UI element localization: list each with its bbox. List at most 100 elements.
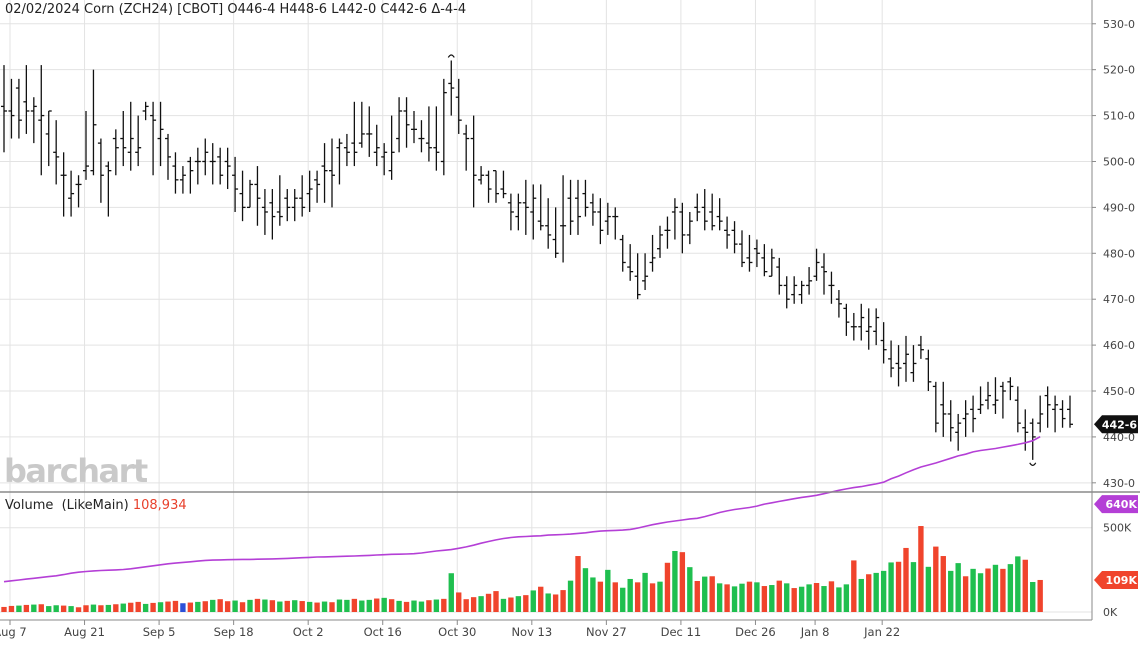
volume-bar [642, 572, 648, 612]
volume-bar [791, 588, 797, 612]
last-volume-tag-label: 109K [1106, 574, 1138, 587]
ohlc-bar [366, 106, 373, 157]
ohlc-bar [224, 147, 231, 190]
ohlc-bar [254, 166, 261, 226]
volume-bar [135, 601, 141, 612]
volume-bar [1000, 568, 1006, 612]
ohlc-bar [1052, 395, 1059, 433]
ohlc-bar [552, 207, 559, 258]
volume-bar [925, 566, 932, 612]
volume-bar [269, 600, 276, 612]
ohlc-bar [716, 198, 723, 231]
volume-bar [724, 584, 730, 612]
ohlc-bar [522, 179, 529, 235]
x-axis: Aug 7 Aug 21 Sep 5 Sep 18 Oct 2 Oct 16 Oct 30 N… [0, 620, 900, 639]
ohlc-bar [582, 179, 589, 217]
last-volume-tag-shape [1094, 570, 1138, 589]
ohlc-bar [679, 202, 686, 254]
ohlc-bar [1022, 409, 1029, 451]
volume-bar [374, 598, 380, 612]
ohlc-bar [381, 143, 388, 176]
volume-bar [843, 584, 850, 612]
price-tick-label: 520-0 [1103, 64, 1135, 77]
ohlc-bar [485, 170, 492, 203]
volume-bar [851, 560, 857, 612]
chart-header: 02/02/2024 Corn (ZCH24) [CBOT] O446-4 H4… [5, 2, 467, 17]
volume-bar [530, 590, 536, 612]
high-marker [447, 54, 455, 58]
ohlc-bar [30, 97, 37, 144]
volume-bar [948, 570, 954, 612]
ohlc-bar [388, 115, 395, 180]
volume-bar [679, 552, 686, 612]
volume-bar [254, 598, 261, 612]
ohlc-bar [493, 170, 499, 203]
volume-tick-label: 0K [1103, 606, 1118, 619]
ohlc-bar [530, 184, 537, 240]
volume-bar [575, 556, 581, 612]
volume-header-label: Volume (LikeMain) [5, 498, 129, 513]
ohlc-bar [880, 322, 887, 364]
ohlc-bar [396, 97, 403, 153]
volume-bar [292, 600, 298, 612]
x-tick-label: Sep 18 [214, 625, 254, 639]
volume-bar [53, 605, 59, 612]
ohlc-bar [329, 138, 335, 208]
volume-bar [277, 601, 283, 612]
volume-bar [806, 584, 812, 612]
volume-bar [388, 599, 395, 612]
ohlc-bar [776, 257, 783, 295]
volume-bar [754, 582, 760, 612]
ohlc-bar [537, 184, 544, 231]
volume-bar [180, 603, 186, 612]
volume-bar [224, 601, 231, 612]
volume-bar [798, 586, 805, 612]
axis-tags: 442-6 640K 109K [1094, 415, 1138, 589]
ohlc-bar [701, 189, 708, 231]
volume-bar [202, 601, 208, 612]
ohlc-bar [664, 216, 671, 249]
ohlc-bar [425, 106, 432, 162]
ohlc-bar [873, 308, 880, 346]
ohlc-bar [1059, 400, 1066, 428]
volume-bar [620, 587, 626, 612]
volume-bar [128, 602, 134, 612]
volume-bar [165, 601, 171, 612]
ohlc-bar [1067, 395, 1073, 428]
ohlc-bar [172, 152, 179, 194]
ohlc-bar [306, 170, 313, 212]
ohlc-bar [813, 248, 820, 281]
ohlc-bar [90, 69, 97, 176]
volume-bar [314, 602, 320, 612]
ohlc-bar [448, 60, 455, 116]
volume-bar [761, 586, 768, 612]
volume-bar [411, 600, 417, 612]
volume-bar [366, 599, 372, 612]
volume-bar [418, 601, 425, 612]
x-tick-label: Aug 21 [64, 625, 105, 639]
volume-bar [31, 604, 37, 612]
volume-average-tag-label: 640K [1106, 498, 1138, 511]
ohlc-bar [560, 175, 567, 263]
ohlc-bar [850, 312, 857, 341]
volume-bar [538, 586, 544, 612]
volume-bar [195, 601, 201, 612]
ohlc-bar [433, 106, 440, 171]
volume-bar [321, 601, 328, 612]
volume-bar [8, 605, 15, 612]
volume-bar [985, 568, 991, 612]
price-tick-label: 480-0 [1103, 247, 1135, 260]
volume-average-line [3, 435, 1041, 583]
volume-bar [120, 603, 126, 612]
volume-bar [657, 581, 663, 612]
volume-bar [75, 607, 82, 612]
volume-bar [895, 561, 902, 612]
volume-bar [776, 580, 782, 612]
ohlc-bar [575, 179, 581, 235]
ohlc-bar [903, 335, 909, 382]
ohlc-bar [336, 138, 343, 185]
volume-bar [262, 599, 268, 612]
ohlc-bar [299, 175, 306, 217]
ohlc-bar [999, 381, 1006, 419]
grid-lines [0, 0, 1092, 613]
